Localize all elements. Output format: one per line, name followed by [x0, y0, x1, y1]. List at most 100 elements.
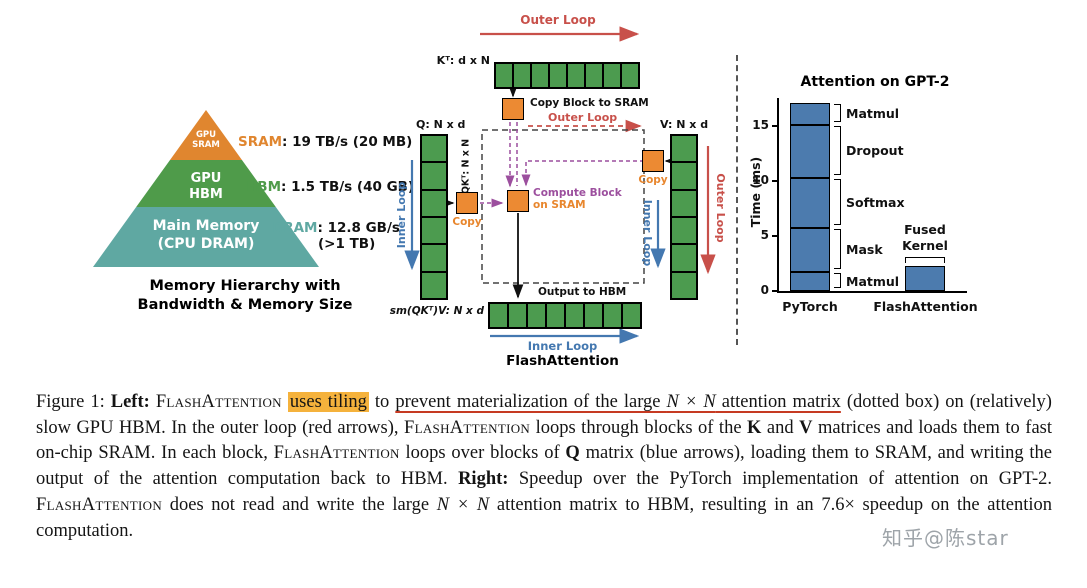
q-matrix-label: Q: N x d — [416, 118, 466, 131]
caption-segment: Right: — [458, 469, 509, 490]
x-axis-line — [777, 291, 967, 293]
matrix-cell — [584, 303, 603, 328]
sram-copy-block-left — [456, 192, 478, 214]
caption-segment: K — [747, 417, 762, 438]
matrix-cell — [671, 162, 697, 190]
pyramid-layer-label: SRAM — [192, 140, 220, 151]
matrix-cell — [421, 244, 447, 272]
matrix-cell — [527, 303, 546, 328]
caption-segment: V — [799, 417, 813, 438]
q-matrix — [420, 134, 448, 300]
pyramid-layer-label: HBM — [189, 186, 223, 202]
caption-segment: FlashAttention — [155, 392, 282, 412]
segment-bracket — [834, 229, 841, 270]
compute-block-square — [507, 190, 529, 212]
sram-spec-detail: : 19 TB/s (20 MB) — [282, 134, 413, 150]
bar-segment-label: Mask — [846, 242, 883, 258]
caption-segment: uses tiling — [287, 392, 369, 412]
sm-output-matrix-label: sm(QKᵀ)V: N x d — [389, 305, 484, 317]
sram-bandwidth-spec: SRAM: 19 TB/s (20 MB) — [238, 134, 412, 150]
memory-hierarchy-panel: GPU SRAM GPU HBM Main Memory (CPU DRAM) … — [85, 105, 414, 330]
caption-segment: FlashAttention — [273, 443, 400, 464]
sram-copy-block-top — [502, 98, 524, 120]
pyramid-layer-label: Main Memory — [152, 218, 260, 234]
outer-loop-mid-label: Outer Loop — [548, 111, 618, 124]
v-matrix — [670, 134, 698, 300]
matrix-cell — [567, 63, 585, 88]
k-matrix — [494, 62, 640, 89]
chart-title: Attention on GPT-2 — [800, 74, 950, 90]
matrix-cell — [549, 63, 567, 88]
dram-spec-detail: : 12.8 GB/s — [317, 220, 400, 236]
pytorch-bar-segment — [790, 124, 830, 178]
matrix-cell — [603, 63, 621, 88]
caption-segment: attention matrix to HBM, resulting in an… — [36, 494, 1052, 541]
caption-segment: Left: — [110, 392, 156, 412]
diagram-arrows — [404, 26, 716, 344]
pyramid-caption: Memory Hierarchy with Bandwidth & Memory… — [105, 277, 385, 315]
compute-block-label: Compute Block — [533, 187, 622, 199]
caption-segment: loops over blocks of — [399, 443, 566, 464]
pyramid-layer-label: GPU — [195, 130, 217, 140]
copy-right-label: Copy — [638, 174, 668, 186]
segment-bracket — [834, 178, 841, 226]
outer-loop-top-label: Outer Loop — [520, 13, 596, 27]
y-tick-label: 5 — [760, 228, 769, 242]
y-axis-line — [777, 98, 779, 293]
caption-segment: (dotted box) on (relatively) slow GPU HB… — [36, 392, 1052, 438]
x-label-flashattention: FlashAttention — [873, 299, 978, 314]
y-tick-mark — [772, 290, 778, 292]
fused-kernel-label: Fused Kernel — [902, 222, 948, 253]
matrix-cell — [513, 63, 531, 88]
caption-segment: Q — [565, 443, 580, 464]
caption-segment: loops through blocks of the — [530, 417, 748, 438]
pyramid-caption-line: Bandwidth & Memory Size — [137, 296, 353, 313]
y-tick-label: 15 — [752, 118, 769, 132]
dram-spec-detail-2: (>1 TB) — [318, 236, 376, 252]
hbm-spec-detail: : 1.5 TB/s (40 GB) — [281, 179, 415, 195]
matrix-cell — [585, 63, 603, 88]
segment-bracket — [834, 125, 841, 175]
v-matrix-label: V: N x d — [660, 118, 709, 131]
matrix-cell — [489, 303, 508, 328]
matrix-cell — [671, 244, 697, 272]
matrix-cell — [421, 162, 447, 190]
segment-bracket — [834, 273, 841, 288]
caption-segment: to — [368, 392, 396, 412]
matrix-cell — [421, 135, 447, 163]
flashattention-diagram: Outer Loop Kᵀ: d x N Copy Block to SRAM … — [390, 8, 735, 370]
pyramid-layer-dram: Main Memory (CPU DRAM) — [93, 207, 319, 267]
caption-segment — [282, 392, 288, 412]
hbm-spec-name: HBM — [246, 179, 282, 195]
matrix-cell — [421, 189, 447, 217]
gpt2-attention-chart: Attention on GPT-2 Time (ms) Fused Kerne… — [745, 60, 1040, 335]
caption-segment: does not read and write the large — [162, 494, 437, 515]
matrix-cell — [671, 135, 697, 163]
pytorch-bar-segment — [790, 272, 830, 291]
pyramid-caption-line: Memory Hierarchy with — [149, 278, 341, 294]
caption-segment: prevent materialization of the large — [395, 392, 667, 412]
inner-loop-bottom-label: Inner Loop — [527, 339, 598, 353]
matrix-cell — [671, 271, 697, 299]
matrix-cell — [421, 216, 447, 245]
chart-plot: Fused Kernel 0 5 10 15 Matmul Mask Softmax Drop… — [745, 60, 1040, 335]
panel-divider — [736, 55, 738, 345]
matrix-cell — [565, 303, 584, 328]
x-label-pytorch: PyTorch — [782, 299, 838, 314]
kt-matrix-label: Kᵀ: d x N — [436, 54, 490, 67]
output-to-hbm-label: Output to HBM — [538, 286, 627, 298]
dram-spec-name: DRAM — [272, 220, 318, 236]
flashattention-title: FlashAttention — [506, 353, 619, 369]
matrix-cell — [671, 216, 697, 245]
output-matrix — [488, 302, 642, 329]
bar-segment-label: Matmul — [846, 273, 900, 289]
flashattention-bar — [905, 265, 945, 291]
caption-segment: matrix (blue arrows), loading them to SR… — [36, 443, 1052, 490]
matrix-cell — [421, 271, 447, 299]
caption-segment: attention matrix — [715, 392, 841, 412]
matrix-cell — [621, 63, 639, 88]
fused-kernel-bracket — [905, 257, 945, 263]
segment-bracket — [834, 103, 841, 122]
outer-loop-right-label: Outer Loop — [714, 173, 727, 243]
watermark: 知乎@陈star — [882, 526, 1009, 550]
